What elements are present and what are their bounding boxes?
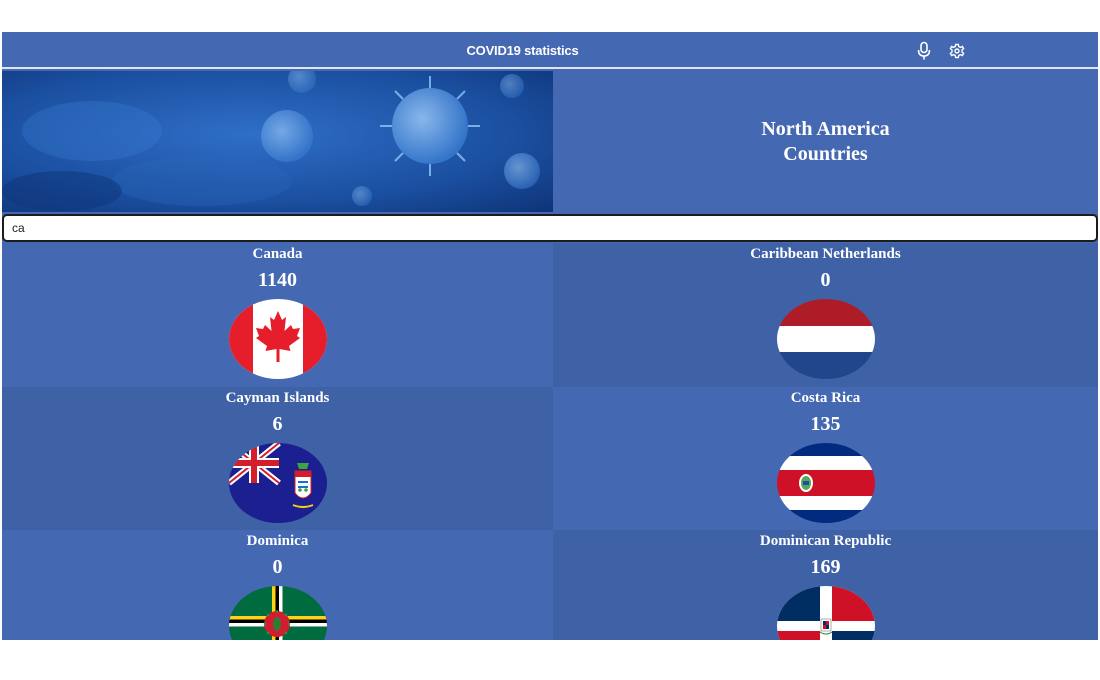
country-card-caribbean-netherlands[interactable]: Caribbean Netherlands 0 <box>553 243 1098 387</box>
country-name: Canada <box>252 246 303 262</box>
gear-icon[interactable] <box>948 41 966 61</box>
country-count: 0 <box>820 269 831 291</box>
microphone-icon[interactable] <box>915 41 933 61</box>
country-count: 169 <box>810 556 841 578</box>
country-card-cayman-islands[interactable]: Cayman Islands 6 <box>2 386 553 530</box>
region-title-line1: North America <box>761 117 890 140</box>
country-name: Dominican Republic <box>759 533 892 549</box>
app-title: COVID19 statistics <box>466 43 579 58</box>
country-card-dominican-republic[interactable]: Dominican Republic 169 <box>553 530 1098 640</box>
banner: North America Countries <box>2 71 1098 212</box>
cayman-islands-flag-icon <box>228 442 327 523</box>
country-card-canada[interactable]: Canada 1140 <box>2 243 553 387</box>
dominica-flag-icon <box>228 586 327 640</box>
region-title-line2: Countries <box>783 142 868 165</box>
country-grid: Canada 1140 Caribbean Netherlands 0 <box>2 243 1098 640</box>
country-name: Dominica <box>246 533 309 549</box>
country-count: 6 <box>272 412 283 435</box>
country-search-input[interactable] <box>2 214 1098 242</box>
country-count: 1140 <box>258 269 297 291</box>
netherlands-flag-icon <box>776 299 875 379</box>
country-name: Cayman Islands <box>225 389 330 406</box>
country-card-dominica[interactable]: Dominica 0 <box>2 530 553 640</box>
region-title: North America Countries <box>553 71 1098 212</box>
country-count: 0 <box>272 556 283 578</box>
app-window: COVID19 statistics <box>2 32 1098 640</box>
country-name: Caribbean Netherlands <box>750 246 901 262</box>
country-count: 135 <box>810 412 841 435</box>
virus-banner-image <box>2 71 553 212</box>
app-bar: COVID19 statistics <box>2 32 1098 69</box>
dominican-republic-flag-icon <box>776 586 875 640</box>
country-card-costa-rica[interactable]: Costa Rica 135 <box>553 386 1098 530</box>
costa-rica-flag-icon <box>776 442 875 523</box>
canada-flag-icon <box>228 299 327 379</box>
country-name: Costa Rica <box>790 389 861 406</box>
